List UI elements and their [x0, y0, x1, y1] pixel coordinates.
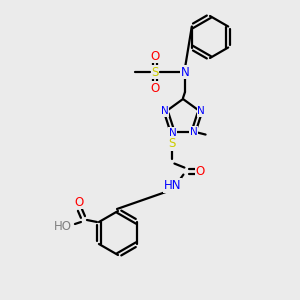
Text: O: O: [196, 165, 205, 178]
Text: S: S: [151, 65, 159, 79]
Text: HN: HN: [164, 179, 181, 192]
Text: N: N: [169, 128, 176, 138]
Text: O: O: [150, 50, 160, 62]
Text: S: S: [169, 137, 176, 150]
Text: O: O: [74, 196, 84, 208]
Text: N: N: [197, 106, 205, 116]
Text: N: N: [161, 106, 169, 116]
Text: HO: HO: [54, 220, 72, 232]
Text: N: N: [190, 127, 197, 136]
Text: N: N: [181, 65, 189, 79]
Text: O: O: [150, 82, 160, 94]
